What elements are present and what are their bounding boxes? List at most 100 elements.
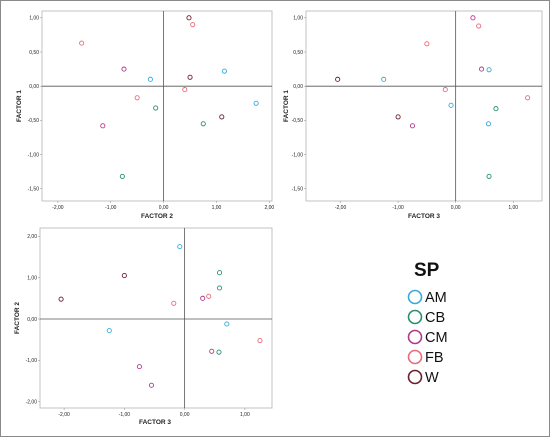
point-cb — [200, 121, 206, 127]
y-tick-label: -2,00 — [26, 400, 38, 406]
panel-1-xlabel: FACTOR 2 — [141, 213, 173, 220]
y-tick-label: -1,50 — [28, 186, 40, 192]
y-tick-label: -0,50 — [292, 118, 304, 124]
y-tick-label: 1,00 — [29, 16, 39, 22]
legend-label-fb: FB — [425, 350, 444, 366]
legend-marker-cb — [407, 309, 423, 325]
point-am — [485, 121, 492, 127]
panel-3-xlabel: FACTOR 3 — [139, 419, 171, 426]
legend-label-am: AM — [425, 290, 447, 306]
point-fb — [171, 300, 177, 306]
x-tick-label: -2,00 — [52, 205, 64, 211]
point-cb — [119, 173, 125, 179]
point-fb — [134, 95, 140, 101]
panel-2-ylabel: FACTOR 1 — [283, 90, 290, 122]
panel-2-frame — [305, 10, 543, 202]
point-fb — [182, 87, 188, 93]
point-cb — [486, 173, 492, 179]
x-tick-label: 1,00 — [240, 412, 250, 418]
x-tick-label: 0,00 — [451, 205, 461, 211]
point-am — [106, 328, 112, 334]
x-tick-label: -1,00 — [105, 205, 117, 211]
point-cm — [209, 348, 215, 354]
point-fb — [525, 95, 531, 101]
point-w — [186, 15, 192, 21]
y-tick-label: -1,00 — [26, 358, 38, 364]
legend-label-cm: CM — [425, 330, 448, 346]
point-w — [395, 114, 401, 120]
y-tick-label: -1,00 — [292, 152, 304, 158]
legend-marker-cm — [407, 329, 423, 345]
x-tick-label: 0,00 — [159, 205, 169, 211]
legend-marker-fb — [407, 349, 423, 365]
point-fb — [476, 23, 482, 29]
x-tick-label: 1,00 — [508, 205, 518, 211]
point-am — [224, 321, 230, 327]
panel-factor3-vs-factor1: -2,00 -1,00 0,00 1,00 1,00 0,50 0,00 -0,50 -1,00… — [283, 10, 543, 220]
point-w — [335, 76, 341, 82]
x-tick-label: -1,00 — [119, 412, 131, 418]
point-fb — [206, 293, 212, 299]
point-am — [253, 100, 259, 106]
panel-3-ticks: -2,00 -1,00 0,00 1,00 2,00 1,00 0,00 -1,00 -2,00 — [26, 228, 272, 418]
panel-3-points — [58, 244, 263, 388]
panel-2-points — [335, 15, 531, 179]
x-tick-label: 2,00 — [264, 205, 274, 211]
point-cm — [136, 364, 142, 370]
legend-marker-am — [407, 289, 423, 305]
point-fb — [442, 87, 448, 93]
legend-label-cb: CB — [425, 310, 445, 326]
panel-1-ticks: -2,00 -1,00 0,00 1,00 2,00 1,00 0,50 0,00 -0,50 -… — [28, 11, 274, 211]
panel-3-ylabel: FACTOR 2 — [14, 302, 21, 334]
point-fb — [257, 338, 263, 344]
panel-factor2-vs-factor1: -2,00 -1,00 0,00 1,00 2,00 1,00 0,50 0,00 -0,50 -… — [16, 10, 274, 220]
x-tick-label: 0,00 — [180, 412, 190, 418]
panel-3-frame — [39, 227, 273, 409]
point-am — [381, 76, 387, 82]
x-tick-label: -1,00 — [392, 205, 404, 211]
point-am — [147, 76, 153, 82]
x-tick-label: 1,00 — [212, 205, 222, 211]
point-cb — [153, 105, 159, 111]
panel-2-xlabel: FACTOR 3 — [408, 213, 440, 220]
point-am — [448, 102, 454, 108]
point-am — [177, 244, 183, 250]
point-cb — [217, 285, 223, 291]
point-fb — [79, 40, 85, 46]
y-tick-label: 1,00 — [27, 275, 37, 281]
y-tick-label: 1,00 — [293, 16, 303, 22]
panel-factor3-vs-factor2: -2,00 -1,00 0,00 1,002,001,000,00-1,00-2,00… — [14, 227, 273, 426]
point-cb — [217, 270, 223, 276]
panel-2-ticks: -2,00 -1,00 0,00 1,00 1,00 0,50 0,00 -0,50 -1,00… — [292, 11, 542, 211]
point-cm — [100, 123, 106, 129]
point-cm — [479, 66, 485, 72]
y-tick-label: 2,00 — [27, 234, 37, 240]
point-cb — [216, 349, 222, 355]
y-tick-label: -0,50 — [28, 118, 40, 124]
point-am — [486, 67, 492, 73]
point-cm — [148, 382, 155, 388]
panel-1-points — [79, 15, 259, 179]
y-tick-label: 0,00 — [29, 84, 39, 90]
y-tick-label: -1,00 — [28, 152, 40, 158]
legend-label-w: W — [425, 370, 439, 386]
point-cm — [409, 123, 416, 129]
legend-title: SP — [414, 260, 440, 281]
point-am — [221, 68, 227, 74]
x-tick-label: -2,00 — [58, 412, 70, 418]
legend: SP AM CB CM FB W — [407, 260, 448, 386]
y-tick-label: 0,00 — [293, 84, 303, 90]
point-w — [219, 114, 225, 120]
point-fb — [424, 41, 430, 47]
point-w — [58, 296, 64, 302]
point-fb — [190, 22, 196, 28]
x-tick-label: -2,00 — [335, 205, 347, 211]
y-tick-label: 0,50 — [29, 50, 39, 56]
point-cb — [493, 106, 499, 112]
point-cm — [470, 15, 476, 21]
point-cm — [200, 295, 206, 301]
y-tick-label: 0,50 — [293, 50, 303, 56]
point-w — [121, 273, 127, 279]
legend-entries: AM CB CM FB W — [407, 289, 448, 386]
